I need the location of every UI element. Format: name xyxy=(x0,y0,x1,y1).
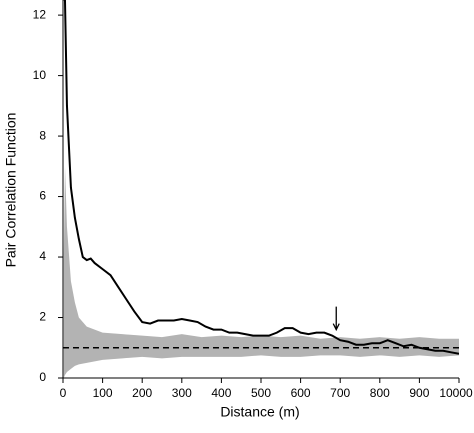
x-tick-label: 800 xyxy=(370,386,390,400)
y-tick-label: 4 xyxy=(39,249,46,263)
x-tick-label: 100 xyxy=(93,386,113,400)
x-tick-label: 300 xyxy=(172,386,192,400)
x-tick-label: 10000 xyxy=(439,386,473,400)
y-tick-label: 8 xyxy=(39,128,46,142)
x-tick-label: 700 xyxy=(330,386,350,400)
y-tick-label: 6 xyxy=(39,189,46,203)
x-tick-label: 0 xyxy=(60,386,67,400)
y-tick-label: 0 xyxy=(39,370,46,384)
arrow-shape xyxy=(332,306,340,332)
envelope xyxy=(63,166,459,378)
y-axis-label: Pair Correlation Function xyxy=(3,113,19,268)
x-tick-label: 200 xyxy=(132,386,152,400)
arrow xyxy=(332,306,340,332)
x-tick-label: 400 xyxy=(211,386,231,400)
x-tick-label: 500 xyxy=(251,386,271,400)
y-tick-label: 10 xyxy=(33,68,47,82)
x-tick-label: 600 xyxy=(291,386,311,400)
x-axis-label: Distance (m) xyxy=(220,404,299,420)
x-tick-label: 900 xyxy=(409,386,429,400)
y-tick-label: 2 xyxy=(39,310,46,324)
data-line xyxy=(63,0,459,355)
y-tick-label: 12 xyxy=(33,7,47,21)
